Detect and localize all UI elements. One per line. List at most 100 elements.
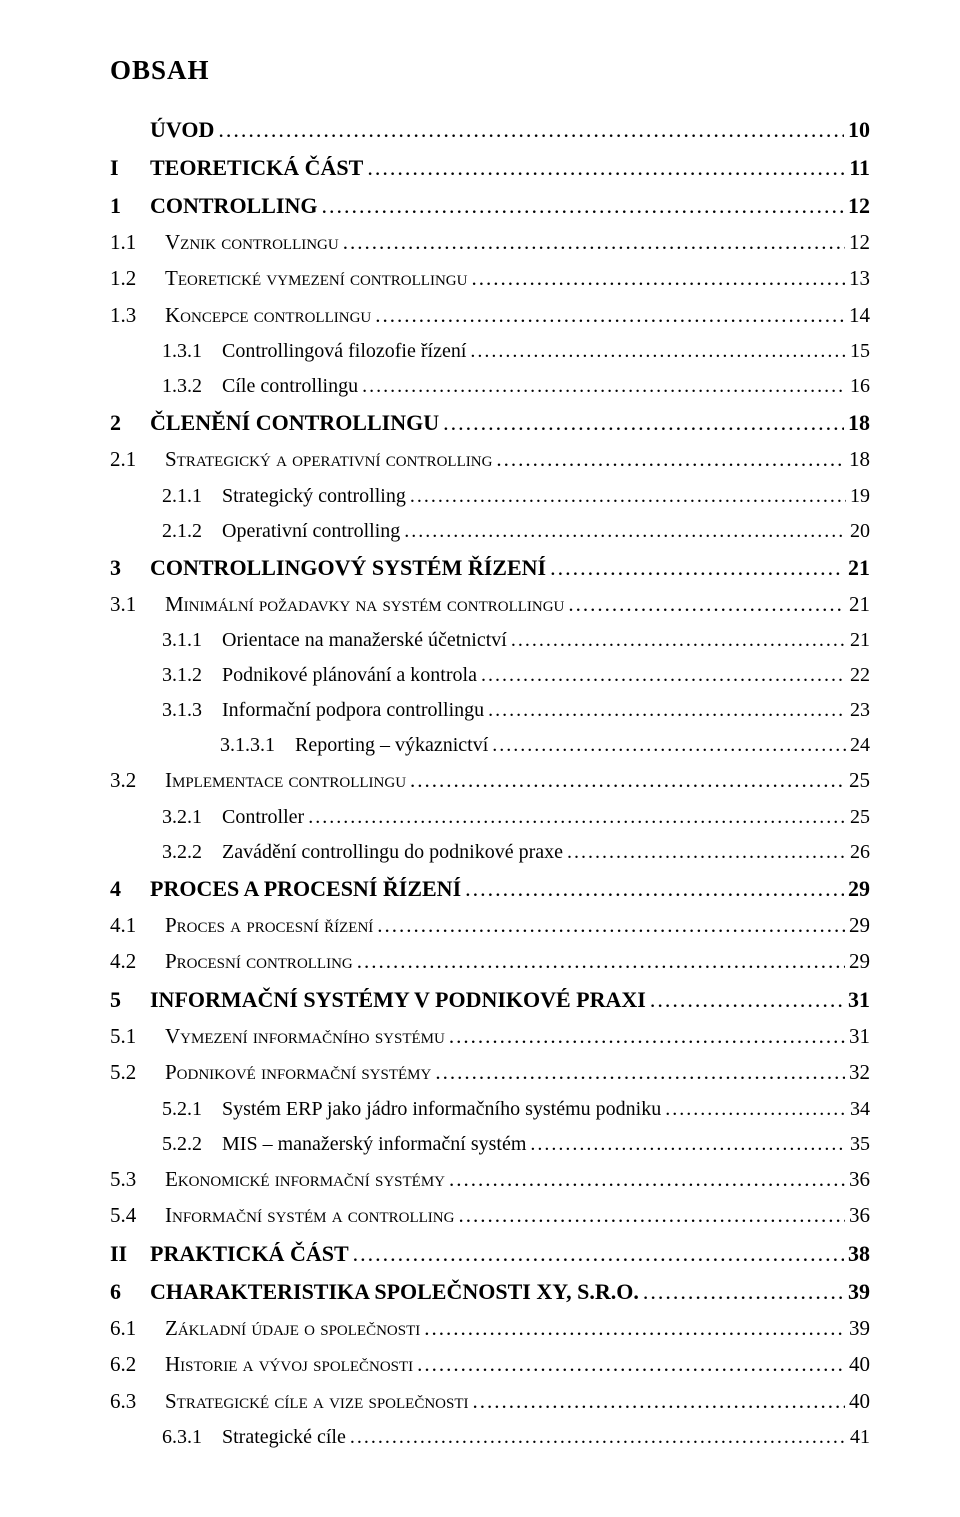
toc-entry-text: Procesní controlling: [165, 946, 353, 978]
toc-entry-number: 1.3.2: [162, 371, 222, 401]
toc-leader-dots: [424, 1313, 845, 1345]
toc-entry-number: 4: [110, 872, 150, 905]
toc-entry-number: 6: [110, 1275, 150, 1308]
toc-entry-text: PROCES A PROCESNÍ ŘÍZENÍ: [150, 872, 461, 905]
toc-entry: 6.1Základní údaje o společnosti39: [110, 1313, 870, 1345]
toc-entry-text: ÚVOD: [150, 113, 214, 146]
toc-entry-page: 31: [848, 983, 870, 1016]
toc-entry-number: 2.1.2: [162, 516, 222, 546]
toc-entry-page: 21: [849, 589, 870, 621]
toc-entry-number: 4.1: [110, 910, 165, 942]
page-title: OBSAH: [110, 50, 870, 91]
toc-entry: 3.1Minimální požadavky na systém control…: [110, 589, 870, 621]
toc-entry-number: 5.2: [110, 1057, 165, 1089]
toc-entry: 3.1.3.1Reporting – výkaznictví24: [110, 730, 870, 760]
toc-entry-text: Strategické cíle a vize společnosti: [165, 1386, 469, 1418]
toc-entry-page: 16: [850, 371, 870, 401]
toc-leader-dots: [481, 660, 846, 690]
toc-entry-text: Ekonomické informační systémy: [165, 1164, 445, 1196]
toc-leader-dots: [350, 1422, 846, 1452]
toc-entry-page: 34: [850, 1094, 870, 1124]
toc-entry-page: 26: [850, 837, 870, 867]
toc-leader-dots: [511, 625, 846, 655]
toc-leader-dots: [496, 444, 845, 476]
toc-leader-dots: [530, 1129, 846, 1159]
toc-entry-text: Proces a procesní řízení: [165, 910, 373, 942]
toc-entry-text: Informační systém a controlling: [165, 1200, 454, 1232]
toc-entry: 3.1.2Podnikové plánování a kontrola22: [110, 660, 870, 690]
toc-leader-dots: [367, 151, 845, 184]
toc-entry-page: 12: [849, 227, 870, 259]
toc-entry-page: 19: [850, 481, 870, 511]
toc-entry-text: Controller: [222, 802, 304, 832]
toc-leader-dots: [488, 695, 846, 725]
toc-entry: 5.2.2MIS – manažerský informační systém3…: [110, 1129, 870, 1159]
toc-entry-page: 29: [849, 910, 870, 942]
toc-entry-text: Podnikové plánování a kontrola: [222, 660, 477, 690]
toc-leader-dots: [410, 765, 845, 797]
toc-entry: 1.3.1Controllingová filozofie řízení15: [110, 336, 870, 366]
toc-leader-dots: [567, 837, 846, 867]
toc-entry-page: 21: [848, 551, 870, 584]
toc-leader-dots: [377, 910, 845, 942]
toc-entry-number: 3: [110, 551, 150, 584]
toc-leader-dots: [410, 481, 846, 511]
toc-entry-number: 5.2.1: [162, 1094, 222, 1124]
toc-entry: 3.2.1Controller25: [110, 802, 870, 832]
toc-leader-dots: [492, 730, 846, 760]
toc-entry-number: 4.2: [110, 946, 165, 978]
toc-entry: 5.2Podnikové informační systémy32: [110, 1057, 870, 1089]
toc-entry-text: Implementace controllingu: [165, 765, 406, 797]
toc-leader-dots: [458, 1200, 845, 1232]
toc-entry-page: 29: [849, 946, 870, 978]
toc-entry-number: 2: [110, 406, 150, 439]
toc-entry-text: Strategické cíle: [222, 1422, 346, 1452]
toc-entry-number: 3.1.3: [162, 695, 222, 725]
toc-entry-number: 3.1: [110, 589, 165, 621]
toc-entry-page: 20: [850, 516, 870, 546]
toc-entry-text: ČLENĚNÍ CONTROLLINGU: [150, 406, 439, 439]
toc-leader-dots: [435, 1057, 845, 1089]
toc-leader-dots: [465, 872, 844, 905]
toc-entry-text: Teoretické vymezení controllingu: [165, 263, 467, 295]
toc-entry-page: 25: [849, 765, 870, 797]
toc-leader-dots: [650, 983, 844, 1016]
toc-entry-page: 29: [848, 872, 870, 905]
toc-entry-text: Podnikové informační systémy: [165, 1057, 431, 1089]
toc-entry-page: 18: [849, 444, 870, 476]
toc-entry: 2.1.1Strategický controlling19: [110, 481, 870, 511]
toc-entry-page: 12: [848, 189, 870, 222]
toc-entry-text: Zavádění controllingu do podnikové praxe: [222, 837, 563, 867]
toc-entry-page: 15: [850, 336, 870, 366]
toc-entry: 3.1.3Informační podpora controllingu23: [110, 695, 870, 725]
toc-entry-page: 24: [850, 730, 870, 760]
toc-entry: 6CHARAKTERISTIKA SPOLEČNOSTI XY, S.R.O.3…: [110, 1275, 870, 1308]
toc-entry-text: Základní údaje o společnosti: [165, 1313, 420, 1345]
toc-entry-number: 1.1: [110, 227, 165, 259]
toc-entry-number: 3.2: [110, 765, 165, 797]
toc-entry-text: Minimální požadavky na systém controllin…: [165, 589, 564, 621]
toc-entry-page: 31: [849, 1021, 870, 1053]
toc-entry: 1.3.2Cíle controllingu 16: [110, 371, 870, 401]
toc-entry-number: II: [110, 1237, 150, 1270]
toc-entry-number: 3.2.2: [162, 837, 222, 867]
toc-entry-text: Cíle controllingu: [222, 371, 358, 401]
toc-entry-page: 36: [849, 1164, 870, 1196]
toc-entry: 1CONTROLLING12: [110, 189, 870, 222]
toc-entry-number: 6.3.1: [162, 1422, 222, 1452]
toc-entry: 5INFORMAČNÍ SYSTÉMY V PODNIKOVÉ PRAXI31: [110, 983, 870, 1016]
toc-entry-number: 6.3: [110, 1386, 165, 1418]
toc-entry-text: CONTROLLING: [150, 189, 317, 222]
toc-entry: 2.1.2Operativní controlling20: [110, 516, 870, 546]
toc-entry-page: 40: [849, 1349, 870, 1381]
toc-entry-number: 6.1: [110, 1313, 165, 1345]
toc-entry-page: 35: [850, 1129, 870, 1159]
toc-entry-page: 14: [849, 300, 870, 332]
toc-entry: ÚVOD10: [110, 113, 870, 146]
toc-entry: ITEORETICKÁ ČÁST11: [110, 151, 870, 184]
toc-entry-page: 40: [849, 1386, 870, 1418]
toc-entry: 1.1Vznik controllingu12: [110, 227, 870, 259]
toc-leader-dots: [443, 406, 844, 439]
toc-entry-number: 3.1.3.1: [220, 730, 295, 760]
toc-leader-dots: [321, 189, 844, 222]
